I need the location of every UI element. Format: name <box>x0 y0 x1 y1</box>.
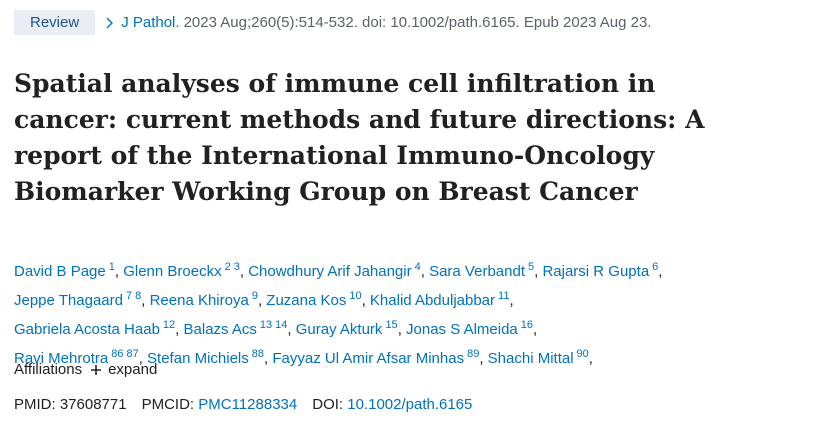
affiliation-ref[interactable]: 88 <box>251 348 265 360</box>
affiliation-ref[interactable]: 15 <box>385 319 398 331</box>
separator: , <box>588 350 593 367</box>
affiliation-ref[interactable]: 6 <box>652 261 659 273</box>
affiliation-ref[interactable]: 86 <box>111 348 124 360</box>
affiliation-ref[interactable]: 1 <box>108 261 115 273</box>
affiliation-ref[interactable]: 2 <box>224 261 231 273</box>
separator: , <box>257 292 263 309</box>
affiliation-ref[interactable]: 8 <box>135 290 142 302</box>
author-line: Ravi Mehrotra 86 87, Stefan Michiels 88, Fa… <box>14 342 662 371</box>
author-line: Jeppe Thagaard 7 8, Reena Khiroya 9, Zuzana… <box>14 284 662 313</box>
affiliation-ref[interactable]: 89 <box>467 348 480 360</box>
author-name[interactable]: Reena Khiroya <box>149 292 249 309</box>
separator: , <box>534 263 539 280</box>
author-line: Gabriela Acosta Haab 12, Balazs Acs 13 14, … <box>14 313 662 342</box>
author-name[interactable]: Chowdhury Arif Jahangir <box>248 263 412 280</box>
affiliation-ref[interactable]: 4 <box>414 261 421 273</box>
affiliation-ref[interactable]: 13 <box>259 319 273 331</box>
expand-toggle[interactable]: expand <box>88 361 157 378</box>
affiliation-ref[interactable]: 7 <box>125 290 133 302</box>
article-title: Spatial analyses of immune cell infiltra… <box>14 66 705 210</box>
separator: , <box>397 321 402 338</box>
author-name[interactable]: Fayyaz Ul Amir Afsar Minhas <box>272 350 465 367</box>
separator: , <box>264 350 269 367</box>
title-line: Biomarker Working Group on Breast Cancer <box>14 177 638 206</box>
plus-icon <box>91 364 102 375</box>
author-name[interactable]: Khalid Abduljabbar <box>369 292 496 309</box>
author-name[interactable]: Guray Akturk <box>295 321 383 338</box>
expand-label[interactable]: expand <box>108 361 158 378</box>
affiliation-ref[interactable]: 90 <box>576 348 589 360</box>
author-name[interactable]: Jeppe Thagaard <box>14 292 123 309</box>
title-line: report of the International Immuno-Oncol… <box>14 141 655 170</box>
citation: Review J Pathol. 2023 Aug;260(5):514-532… <box>14 10 651 35</box>
identifier-label: PMID: <box>14 396 56 413</box>
author-list: David B Page 1, Glenn Broeckx 2 3, Chowdhur… <box>14 255 662 371</box>
separator: , <box>420 263 425 280</box>
identifier-value[interactable]: PMC11288334 <box>198 396 298 413</box>
author-name[interactable]: Balazs Acs <box>183 321 257 338</box>
affiliation-ref[interactable]: 16 <box>520 319 534 331</box>
separator: , <box>138 350 143 367</box>
separator: , <box>175 321 180 338</box>
title-line: Spatial analyses of immune cell infiltra… <box>14 69 656 98</box>
title-line: cancer: current methods and future direc… <box>14 105 705 134</box>
author-name[interactable]: David B Page <box>14 263 106 280</box>
separator: , <box>509 292 514 309</box>
chevron-icon <box>106 17 114 28</box>
affiliation-ref[interactable]: 14 <box>275 319 288 331</box>
affiliation-ref[interactable]: 12 <box>162 319 176 331</box>
identifiers: PMID: 37608771 PMCID: PMC11288334 DOI: 1… <box>14 396 472 413</box>
citation-details: 2023 Aug;260(5):514-532. doi: 10.1002/pa… <box>183 14 652 31</box>
author-name[interactable]: Jonas S Almeida <box>406 321 518 338</box>
separator: , <box>361 292 366 309</box>
author-name[interactable]: Stefan Michiels <box>147 350 249 367</box>
affiliation-ref[interactable]: 5 <box>527 261 535 273</box>
author-name[interactable]: Glenn Broeckx <box>123 263 222 280</box>
identifier-value: 37608771 <box>59 396 127 413</box>
journal-link[interactable]: J Pathol. <box>121 14 180 31</box>
author-name[interactable]: Zuzana Kos <box>266 292 347 309</box>
author-name[interactable]: Ravi Mehrotra <box>14 350 109 367</box>
separator: , <box>114 263 120 280</box>
affiliation-ref[interactable]: 9 <box>251 290 258 302</box>
author-name[interactable]: Rajarsi R Gupta <box>542 263 650 280</box>
identifier-value[interactable]: 10.1002/path.6165 <box>347 396 473 413</box>
identifier-label: PMCID: <box>141 396 195 413</box>
affiliation-ref[interactable]: 3 <box>233 261 240 273</box>
author-name[interactable]: Gabriela Acosta Haab <box>14 321 160 338</box>
affiliations: Affiliations expand <box>14 361 157 378</box>
author-line: David B Page 1, Glenn Broeckx 2 3, Chowdhur… <box>14 255 662 284</box>
affiliations-label: Affiliations <box>14 361 83 378</box>
author-name[interactable]: Sara Verbandt <box>429 263 525 280</box>
separator: , <box>239 263 245 280</box>
separator: , <box>658 263 663 280</box>
affiliation-ref[interactable]: 11 <box>498 290 510 302</box>
affiliation-ref[interactable]: 87 <box>126 348 139 360</box>
badge: Review <box>14 10 96 35</box>
identifier-label: DOI: <box>312 396 344 413</box>
separator: , <box>533 321 538 338</box>
separator: , <box>141 292 146 309</box>
affiliation-ref[interactable]: 10 <box>349 290 362 302</box>
separator: , <box>479 350 484 367</box>
author-name[interactable]: Shachi Mittal <box>487 350 574 367</box>
separator: , <box>287 321 292 338</box>
